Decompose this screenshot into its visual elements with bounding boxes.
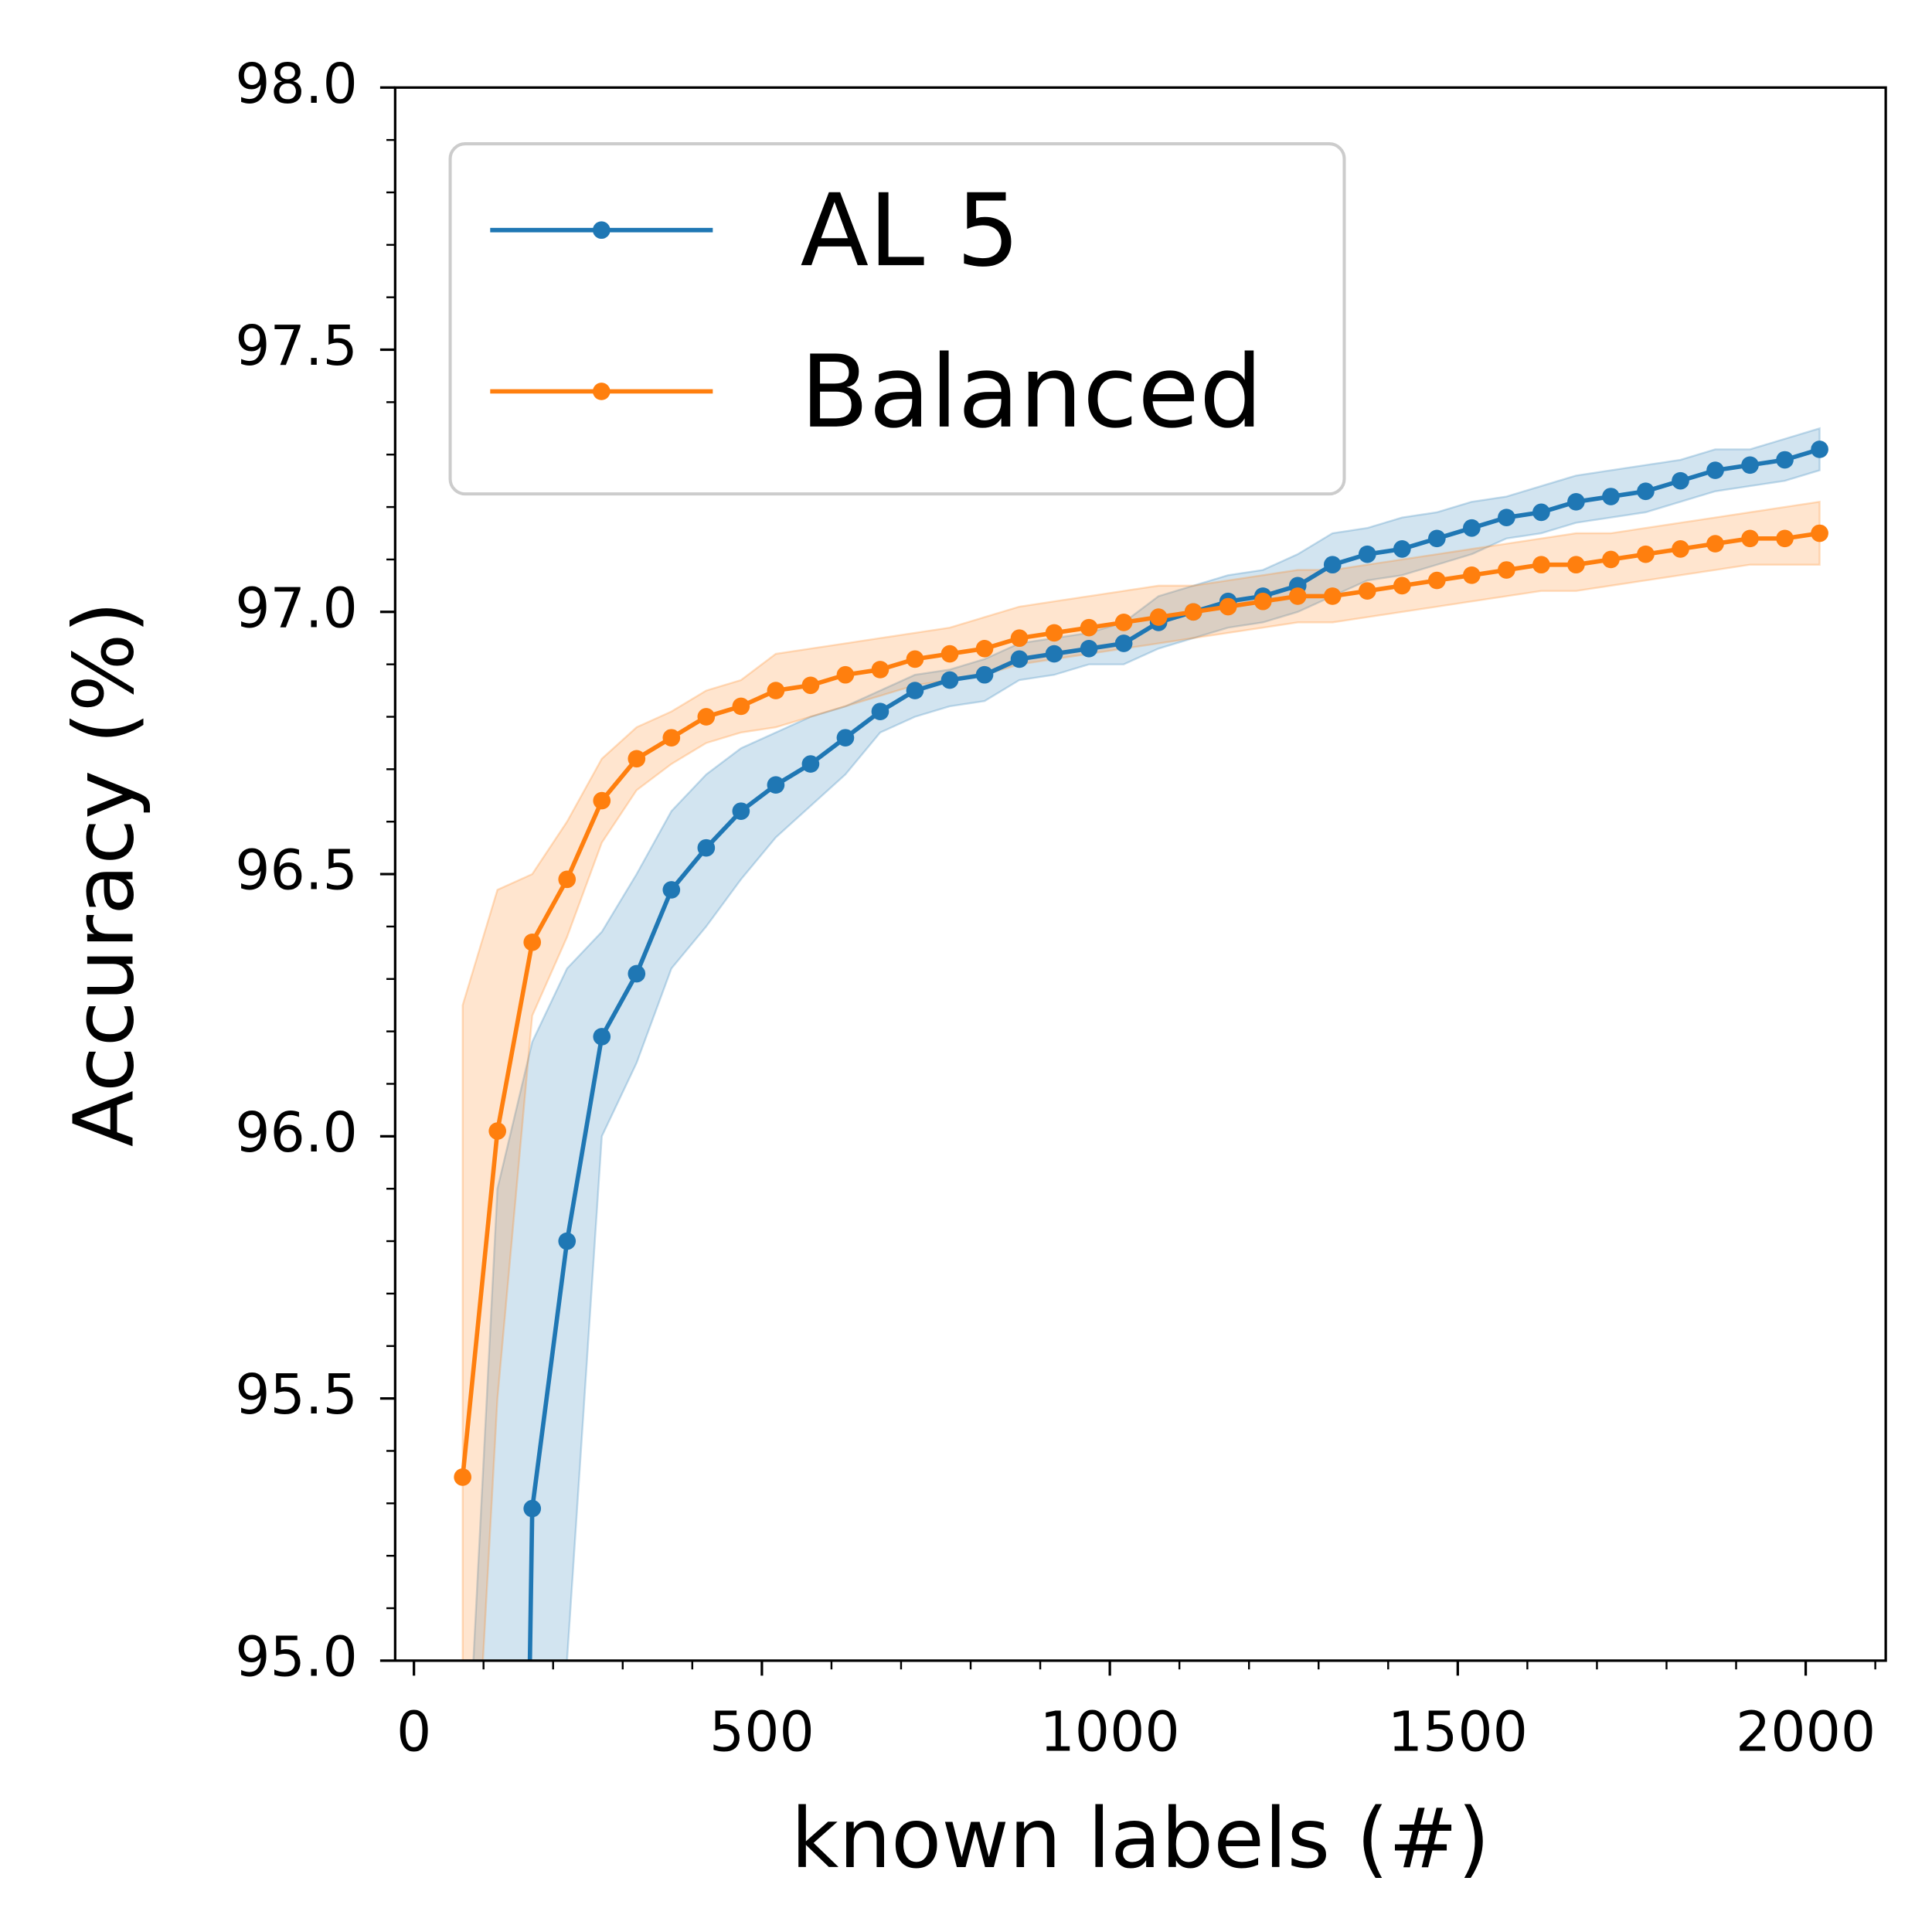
point [1776,529,1794,548]
point [1358,582,1376,600]
legend-marker [592,221,611,240]
point [975,665,994,684]
point [940,645,959,663]
point [836,729,855,747]
legend-label: AL 5 [801,172,1020,289]
point [836,665,855,684]
point [801,676,820,695]
point [1811,524,1828,543]
point [906,650,924,668]
point [523,1499,542,1518]
point [801,755,820,773]
point [1114,634,1133,652]
plot-area [454,427,1828,1661]
point [454,1468,471,1486]
point [732,697,750,716]
y-tick-label: 97.5 [235,314,358,378]
x-tick-label: 0 [396,1699,431,1764]
point [732,802,750,820]
y-tick-label: 96.0 [235,1100,358,1165]
x-tick-label: 500 [709,1699,815,1764]
point [1428,571,1446,590]
point [593,1028,611,1046]
point [662,729,681,747]
point [1219,597,1237,616]
point [1010,650,1029,668]
point [1776,451,1794,469]
point [1045,624,1063,642]
point [906,682,924,699]
point [767,682,785,699]
point [1184,603,1202,621]
point [871,661,889,679]
point [523,933,542,951]
point [940,671,959,689]
confidence-band [472,427,1821,1661]
confidence-band [461,500,1821,1661]
point [1428,529,1446,548]
y-tick-label: 95.5 [235,1362,358,1427]
point [1393,540,1411,558]
point [1149,608,1168,626]
point [1567,492,1585,511]
point [1498,561,1515,579]
point [1741,529,1759,548]
series-line [460,531,1821,1478]
y-tick-label: 96.5 [235,838,358,903]
point [1498,509,1515,526]
y-tick-label: 95.0 [235,1624,358,1689]
point [1114,614,1133,631]
y-tick-label: 98.0 [235,52,358,116]
point [1323,556,1342,574]
point [1637,545,1655,563]
point [1358,545,1376,563]
point [767,776,785,794]
point [697,838,716,857]
point [488,1122,507,1140]
point [697,708,716,726]
x-axis-label: known labels (#) [791,1791,1490,1887]
point [593,791,611,810]
point [1253,592,1272,611]
y-axis-label: Accuracy (%) [57,601,153,1147]
point [628,964,646,983]
point [662,881,681,899]
point [1463,566,1481,584]
point [975,639,994,658]
point [1741,456,1759,474]
series-line [527,447,1821,1661]
point [558,870,577,889]
point [558,1232,577,1250]
point [1080,639,1098,658]
point [1045,645,1063,663]
x-tick-label: 1500 [1388,1699,1528,1764]
point [1602,488,1620,505]
point [1010,629,1029,648]
point [1323,587,1342,605]
point [1602,550,1620,569]
x-tick-label: 2000 [1736,1699,1876,1764]
legend-label: Balanced [801,334,1263,451]
x-tick-label: 1000 [1040,1699,1180,1764]
point [1463,519,1481,537]
point [1706,461,1724,479]
point [1080,618,1098,637]
point [1637,482,1655,501]
point [1532,556,1550,574]
point [1811,440,1828,458]
y-tick-label: 97.0 [235,576,358,640]
point [1393,577,1411,595]
point [628,750,646,768]
legend-marker [592,383,611,400]
point [1288,587,1307,605]
point [1672,471,1689,490]
point [1567,556,1585,574]
point [1706,535,1724,553]
point [871,702,889,721]
point [1672,540,1689,558]
point [1532,503,1550,522]
